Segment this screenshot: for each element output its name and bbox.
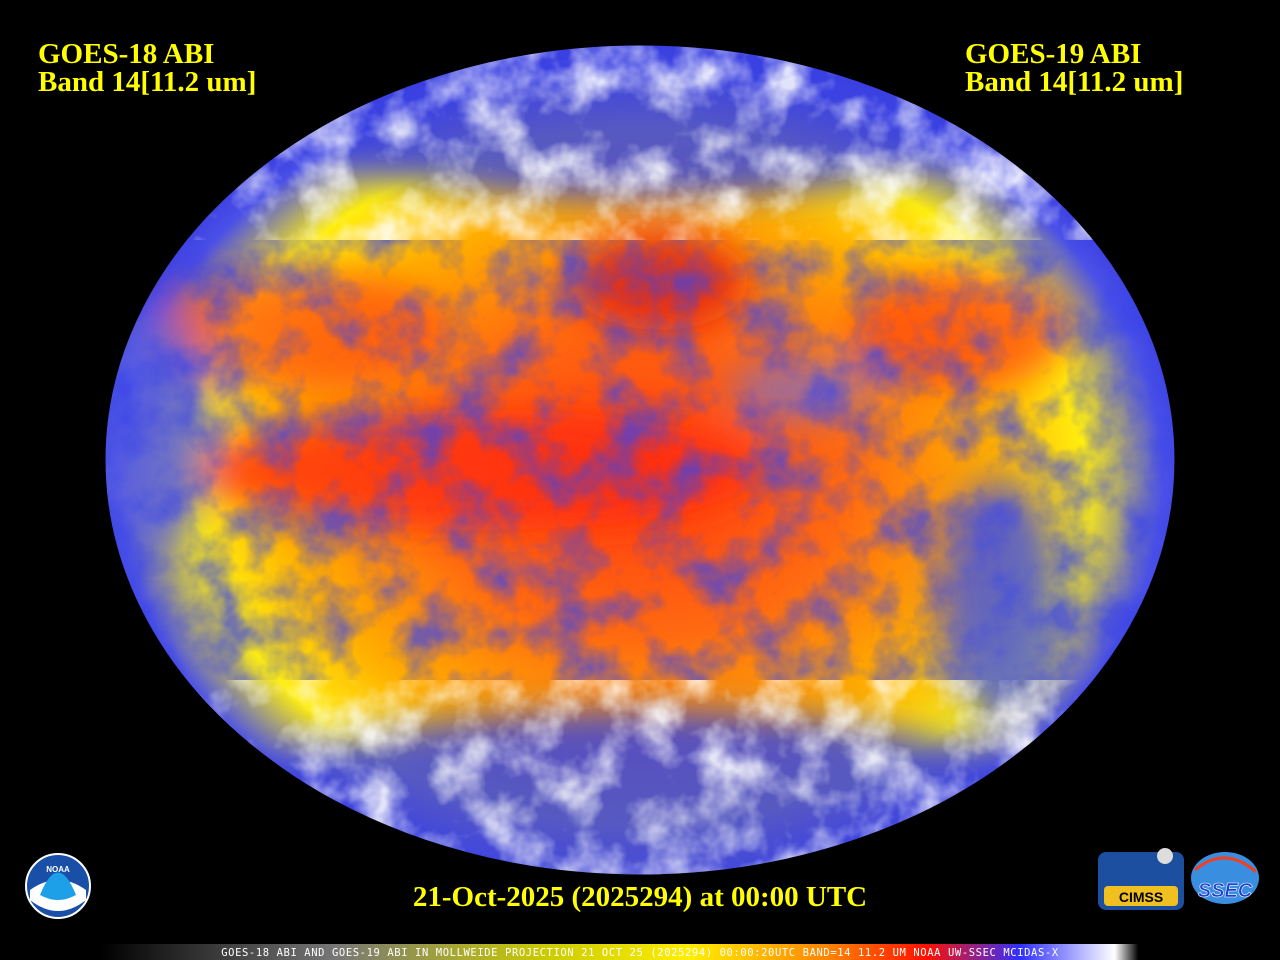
globe-imagery — [105, 45, 1175, 875]
left-satellite: GOES-18 ABI — [38, 38, 214, 70]
cimss-logo: CIMSS — [1098, 848, 1184, 910]
ssec-logo: SSEC — [1191, 852, 1259, 904]
timestamp: 21-Oct-2025 (2025294) at 00:00 UTC — [413, 881, 867, 913]
left-band: Band 14[11.2 um] — [38, 66, 256, 98]
noaa-logo: NOAA — [25, 853, 91, 919]
globe-edge — [104, 44, 1176, 876]
right-band: Band 14[11.2 um] — [965, 66, 1183, 98]
noaa-text: NOAA — [46, 865, 70, 874]
cimss-text: CIMSS — [1119, 889, 1163, 905]
right-satellite: GOES-19 ABI — [965, 38, 1141, 70]
ssec-text: SSEC — [1198, 880, 1253, 902]
caption: GOES-18 ABI AND GOES-19 ABI IN MOLLWEIDE… — [221, 947, 1059, 959]
color-bar — [100, 944, 1280, 960]
